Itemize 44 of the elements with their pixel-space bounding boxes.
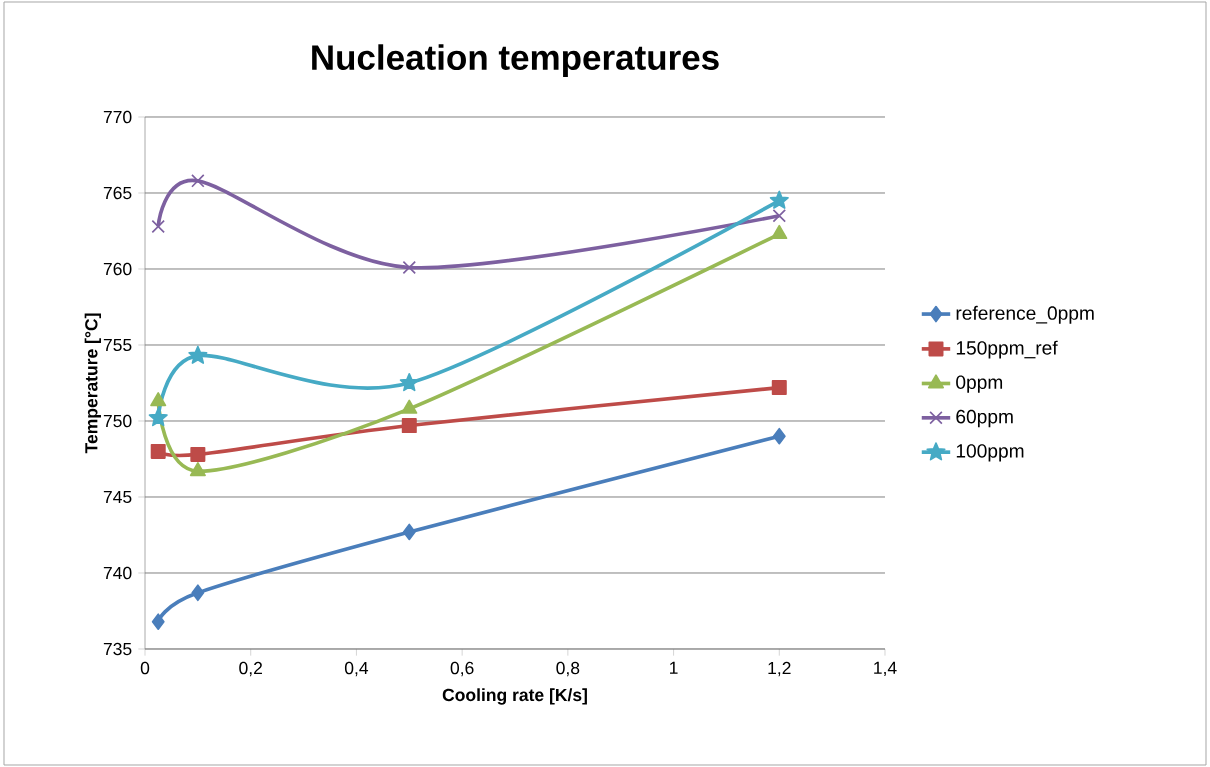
y-tick-label: 735: [103, 642, 132, 656]
x-tick-label: 1,4: [874, 661, 897, 677]
point: [189, 461, 206, 477]
point: [401, 418, 417, 434]
y-tick-label: 755: [103, 338, 132, 352]
point: [771, 224, 788, 240]
x-tick-label: 1,2: [768, 661, 791, 677]
legend-label: reference_0ppm: [956, 305, 1094, 324]
point: [190, 446, 206, 462]
y-tick-label: 770: [103, 110, 132, 124]
y-tick-label: 750: [103, 414, 132, 428]
chart-title: Nucleation temperatures: [312, 44, 719, 77]
point: [151, 219, 165, 234]
y-axis-title: Temperature [°C]: [84, 313, 101, 454]
point: [772, 209, 787, 223]
y-tick-label: 765: [103, 186, 132, 200]
point: [188, 345, 208, 364]
x-tick-label: 0: [140, 661, 150, 675]
point: [402, 260, 417, 275]
x-axis-title: Cooling rate [K/s]: [442, 688, 587, 705]
point: [191, 584, 205, 602]
y-tick-label: 740: [103, 566, 132, 580]
x-tick-label: 0,4: [344, 661, 369, 677]
point: [769, 190, 789, 209]
point: [150, 392, 167, 407]
point: [150, 443, 166, 459]
x-tick-label: 0,2: [239, 661, 262, 677]
point: [772, 427, 786, 445]
legend-label: 150ppm_ref: [956, 340, 1058, 359]
legend-label: 60ppm: [956, 409, 1013, 428]
point: [191, 174, 205, 188]
point: [401, 399, 418, 414]
y-tick-label: 760: [103, 262, 132, 276]
legend-label: 100ppm: [956, 444, 1024, 462]
x-tick-label: 0,6: [450, 661, 474, 677]
point: [402, 523, 416, 541]
point: [771, 380, 787, 396]
point: [148, 407, 168, 427]
point: [399, 372, 419, 392]
x-tick-label: 0,8: [556, 661, 580, 677]
legend-label: 0ppm: [956, 375, 1003, 393]
y-tick-label: 745: [103, 490, 132, 504]
x-tick-label: 1: [670, 661, 678, 674]
point: [151, 613, 165, 630]
